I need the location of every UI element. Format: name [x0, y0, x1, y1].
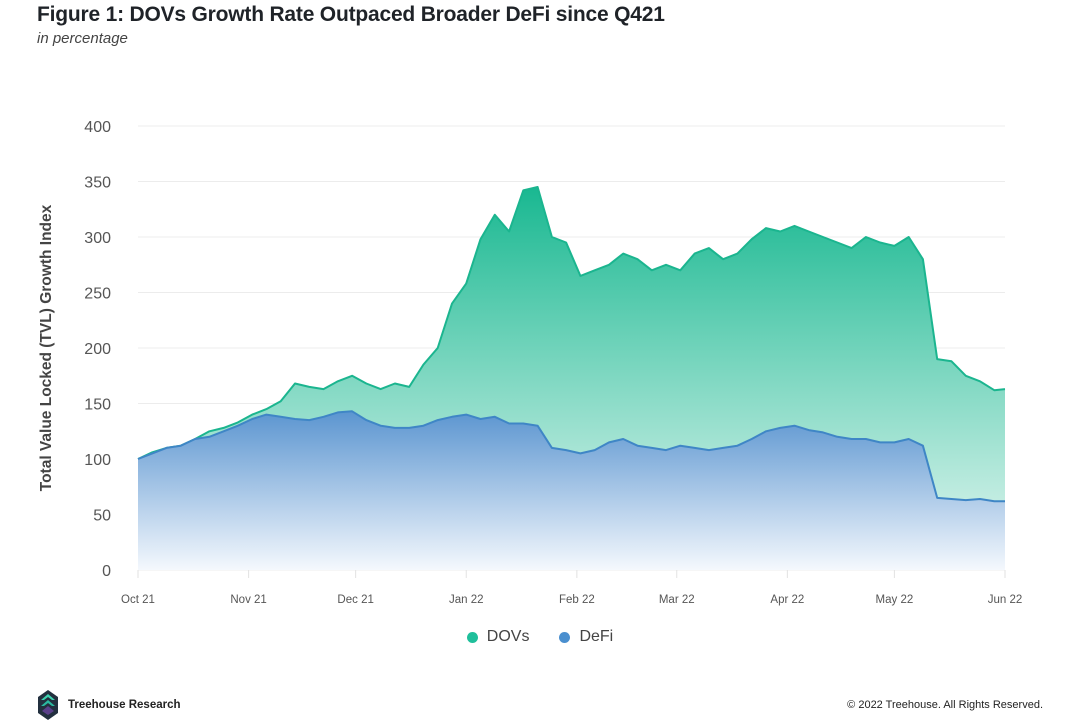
brand-name: Treehouse Research: [68, 699, 181, 711]
y-tick-label: 200: [84, 341, 111, 358]
y-tick-label: 50: [93, 508, 111, 525]
x-tick-label: Apr 22: [770, 594, 804, 606]
x-tick-label: Mar 22: [659, 594, 695, 606]
line-dovs: [137, 186, 1006, 460]
y-tick-label: 0: [102, 563, 111, 580]
area-defi: [138, 411, 1005, 570]
footer-brand: Treehouse Research: [37, 689, 181, 721]
x-tick-label: Nov 21: [230, 594, 266, 606]
x-tick-label: Oct 21: [121, 594, 155, 606]
chart-subtitle: in percentage: [37, 30, 128, 47]
x-tick-label: Dec 21: [337, 594, 373, 606]
area-chart: 0 50 100 150 200 250 300 350 400 Oct 21 Nov 21 Dec…: [38, 119, 1022, 606]
y-tick-label: 300: [84, 230, 111, 247]
copyright: © 2022 Treehouse. All Rights Reserved.: [847, 699, 1043, 711]
x-tick-label: Feb 22: [559, 594, 595, 606]
legend-label: DeFi: [579, 628, 614, 645]
x-tick-label: Jun 22: [988, 594, 1023, 606]
legend-dot-icon: [466, 631, 478, 643]
legend: DOVs DeFi: [0, 628, 1080, 646]
line-defi: [137, 410, 1005, 503]
legend-dot-icon: [559, 631, 571, 643]
series-layer: [137, 186, 1006, 570]
y-axis-ticks: 0 50 100 150 200 250 300 350 400: [84, 119, 111, 580]
x-tick-label: May 22: [876, 594, 914, 606]
series-defi: [137, 410, 1005, 570]
chart-title: Figure 1: DOVs Growth Rate Outpaced Broa…: [37, 3, 665, 26]
legend-item-dovs[interactable]: DOVs: [466, 628, 530, 646]
x-tick-label: Jan 22: [449, 594, 484, 606]
y-tick-label: 400: [84, 119, 111, 136]
y-tick-label: 100: [84, 452, 111, 469]
y-tick-label: 350: [84, 175, 111, 192]
treehouse-logo-icon: [38, 690, 58, 720]
y-tick-label: 150: [84, 397, 111, 414]
y-tick-label: 250: [84, 286, 111, 303]
legend-label: DOVs: [486, 628, 530, 645]
legend-item-defi[interactable]: DeFi: [559, 628, 613, 646]
y-axis-label: Total Value Locked (TVL) Growth Index: [38, 204, 55, 491]
x-axis-ticks: Oct 21 Nov 21 Dec 21 Jan 22 Feb 22 Mar 22 Apr …: [121, 570, 1022, 606]
